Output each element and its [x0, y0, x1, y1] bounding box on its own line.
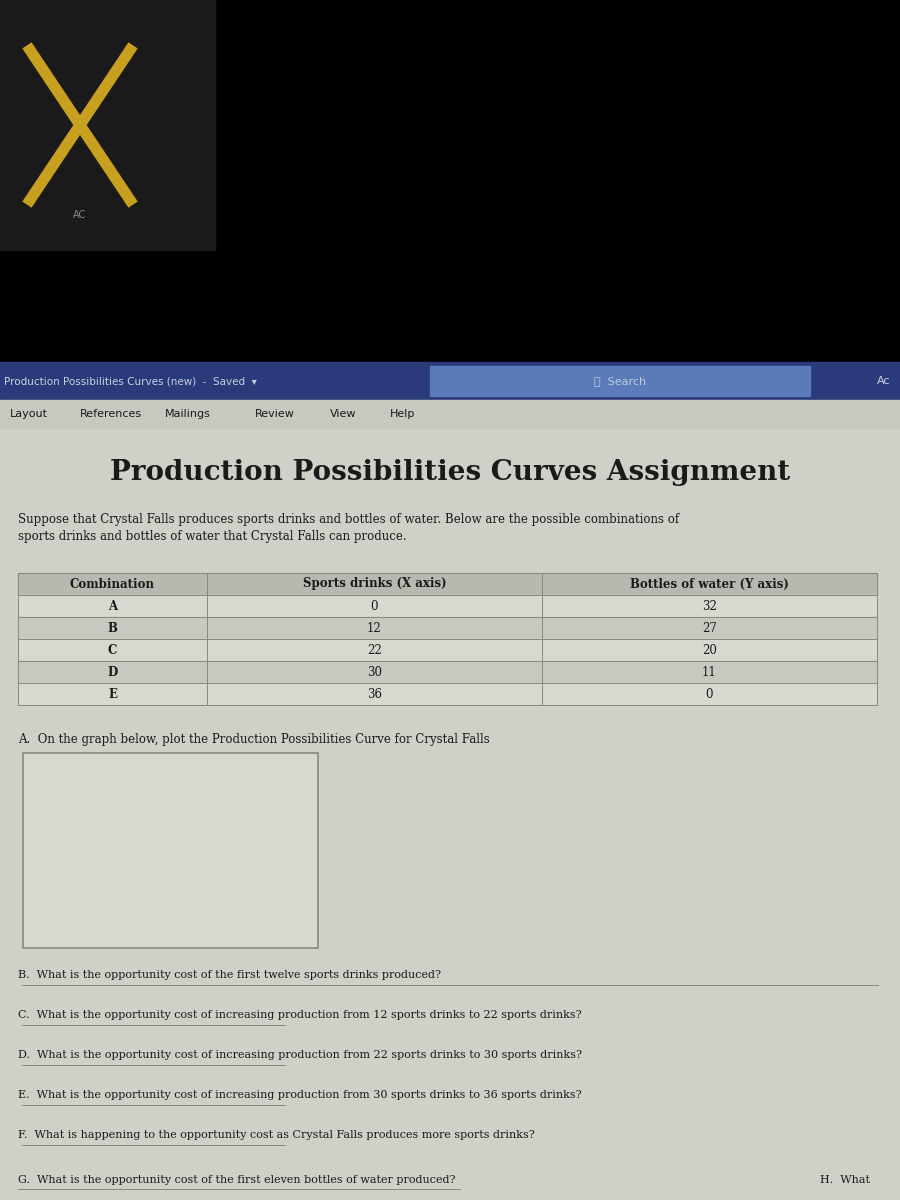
Text: 27: 27 [702, 622, 717, 635]
Text: Combination: Combination [70, 577, 155, 590]
Text: 32: 32 [702, 600, 717, 612]
Text: 20: 20 [702, 643, 717, 656]
Bar [18, 638, 877, 661]
Text: C.  What is the opportunity cost of increasing production from 12 sports drinks : C. What is the opportunity cost of incre… [18, 1010, 581, 1020]
Text: Suppose that Crystal Falls produces sports drinks and bottles of water. Below ar: Suppose that Crystal Falls produces spor… [18, 514, 680, 542]
Text: 30: 30 [367, 666, 382, 678]
Text: B.  What is the opportunity cost of the first twelve sports drinks produced?: B. What is the opportunity cost of the f… [18, 970, 441, 980]
Bar [0, 0, 900, 400]
Text: ⌕  Search: ⌕ Search [594, 376, 646, 386]
Bar [18, 683, 877, 704]
Text: Help: Help [390, 409, 416, 419]
Text: 36: 36 [367, 688, 382, 701]
Text: A: A [108, 600, 117, 612]
Text: D: D [107, 666, 118, 678]
Text: 22: 22 [367, 643, 382, 656]
Text: Ac: Ac [877, 376, 890, 386]
Text: 12: 12 [367, 622, 382, 635]
Text: G.  What is the opportunity cost of the first eleven bottles of water produced?: G. What is the opportunity cost of the f… [18, 1175, 455, 1186]
Bar [0, 428, 900, 1200]
Text: 0: 0 [371, 600, 378, 612]
Text: Production Possibilities Curves Assignment: Production Possibilities Curves Assignme… [110, 460, 790, 486]
Bar [430, 366, 810, 396]
Text: AC: AC [74, 210, 86, 220]
Text: B: B [108, 622, 117, 635]
Bar [18, 572, 877, 595]
Text: E.  What is the opportunity cost of increasing production from 30 sports drinks : E. What is the opportunity cost of incre… [18, 1090, 581, 1100]
Text: F.  What is happening to the opportunity cost as Crystal Falls produces more spo: F. What is happening to the opportunity … [18, 1130, 535, 1140]
Text: Review: Review [255, 409, 295, 419]
Text: H.  What: H. What [820, 1175, 870, 1186]
Text: Layout: Layout [10, 409, 48, 419]
Text: A.  On the graph below, plot the Production Possibilities Curve for Crystal Fall: A. On the graph below, plot the Producti… [18, 733, 490, 746]
Text: Production Possibilities Curves (new)  -  Saved  ▾: Production Possibilities Curves (new) - … [4, 376, 256, 386]
Bar [0, 362, 900, 400]
Bar [18, 661, 877, 683]
Text: E: E [108, 688, 117, 701]
Text: D.  What is the opportunity cost of increasing production from 22 sports drinks : D. What is the opportunity cost of incre… [18, 1050, 582, 1060]
Bar [0, 0, 215, 250]
Text: Sports drinks (X axis): Sports drinks (X axis) [302, 577, 446, 590]
Bar [18, 617, 877, 638]
Bar [0, 400, 900, 428]
Bar [18, 595, 877, 617]
Bar [23, 754, 318, 948]
Text: 11: 11 [702, 666, 717, 678]
Text: Bottles of water (Y axis): Bottles of water (Y axis) [630, 577, 789, 590]
Text: Mailings: Mailings [165, 409, 211, 419]
Text: View: View [330, 409, 356, 419]
Text: References: References [80, 409, 142, 419]
Text: 0: 0 [706, 688, 713, 701]
Text: C: C [108, 643, 117, 656]
